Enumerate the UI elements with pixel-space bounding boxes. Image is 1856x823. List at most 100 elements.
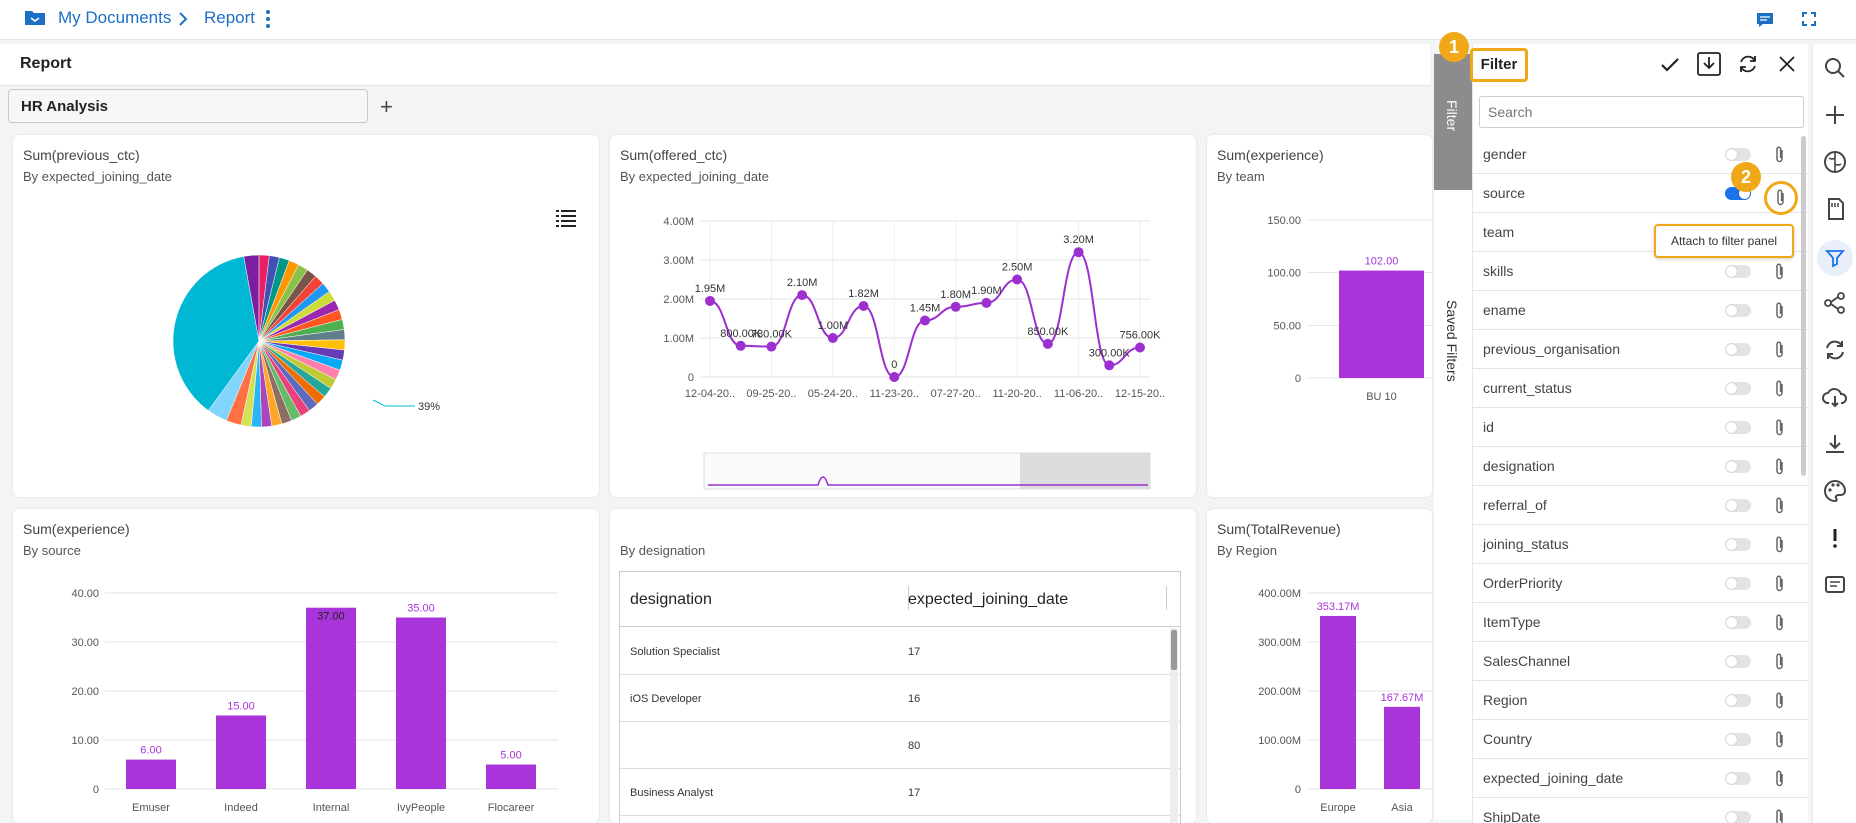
paperclip-icon[interactable] bbox=[1775, 614, 1785, 632]
filter-field-toggle[interactable] bbox=[1725, 304, 1751, 317]
table-scroll-thumb[interactable] bbox=[1171, 630, 1177, 670]
widget-table-designation[interactable]: By designation designation expected_join… bbox=[610, 509, 1196, 823]
widget-line-offered-ctc[interactable]: Sum(offered_ctc) By expected_joining_dat… bbox=[610, 135, 1196, 497]
widget-bar-region[interactable]: Sum(TotalRevenue) By Region 0 100.00M 200.… bbox=[1207, 509, 1432, 823]
table-row[interactable]: iOS Developer 16 bbox=[620, 675, 1180, 722]
widget-title: Sum(offered_ctc) bbox=[620, 147, 728, 163]
table-row[interactable]: Solution Specialist 17 bbox=[620, 628, 1180, 675]
filter-field-toggle[interactable] bbox=[1725, 148, 1751, 161]
palette-icon[interactable] bbox=[1821, 477, 1849, 505]
filter-rail-active[interactable] bbox=[1817, 240, 1853, 276]
alert-icon[interactable] bbox=[1821, 524, 1849, 552]
paperclip-icon[interactable] bbox=[1775, 341, 1785, 359]
filter-field-expected-joining-date[interactable]: expected_joining_date bbox=[1473, 759, 1809, 798]
filter-field-toggle[interactable] bbox=[1725, 616, 1751, 629]
more-options-icon[interactable] bbox=[264, 9, 272, 29]
brain-icon[interactable] bbox=[1821, 148, 1849, 176]
filter-field-joining-status[interactable]: joining_status bbox=[1473, 525, 1809, 564]
filter-panel-scrollbar[interactable] bbox=[1801, 136, 1806, 476]
filter-field-region[interactable]: Region bbox=[1473, 681, 1809, 720]
paperclip-icon[interactable] bbox=[1775, 692, 1785, 710]
table-row[interactable]: 80 bbox=[620, 722, 1180, 769]
paperclip-icon[interactable] bbox=[1775, 419, 1785, 437]
paperclip-icon[interactable] bbox=[1775, 458, 1785, 476]
comment-icon[interactable] bbox=[1756, 12, 1774, 28]
filter-field-toggle[interactable] bbox=[1725, 460, 1751, 473]
attach-highlight[interactable] bbox=[1764, 181, 1798, 215]
table-scrollbar[interactable] bbox=[1170, 628, 1178, 823]
filter-field-toggle[interactable] bbox=[1725, 499, 1751, 512]
filter-field-gender[interactable]: gender bbox=[1473, 135, 1809, 174]
filter-field-toggle[interactable] bbox=[1725, 655, 1751, 668]
paperclip-icon[interactable] bbox=[1775, 146, 1785, 164]
filter-field-toggle[interactable] bbox=[1725, 694, 1751, 707]
sd-card-icon[interactable] bbox=[1821, 195, 1849, 223]
filter-field-toggle[interactable] bbox=[1725, 733, 1751, 746]
filter-field-referral-of[interactable]: referral_of bbox=[1473, 486, 1809, 525]
breadcrumb-my-documents[interactable]: My Documents bbox=[58, 8, 172, 27]
widget-bar-source[interactable]: Sum(experience) By source 0 10.00 20.00 30.… bbox=[13, 509, 599, 823]
notes-icon[interactable] bbox=[1821, 571, 1849, 599]
bar bbox=[306, 607, 356, 789]
paperclip-icon[interactable] bbox=[1775, 770, 1785, 788]
filter-field-itemtype[interactable]: ItemType bbox=[1473, 603, 1809, 642]
paperclip-icon[interactable] bbox=[1775, 653, 1785, 671]
filter-field-toggle[interactable] bbox=[1725, 772, 1751, 785]
filter-field-orderpriority[interactable]: OrderPriority bbox=[1473, 564, 1809, 603]
paperclip-icon[interactable] bbox=[1775, 302, 1785, 320]
add-tab-button[interactable]: + bbox=[380, 94, 393, 119]
list-icon[interactable] bbox=[556, 209, 576, 227]
filter-field-toggle[interactable] bbox=[1725, 343, 1751, 356]
filter-field-toggle[interactable] bbox=[1725, 577, 1751, 590]
sync-icon[interactable] bbox=[1821, 336, 1849, 364]
paperclip-icon[interactable] bbox=[1775, 731, 1785, 749]
folder-icon[interactable] bbox=[24, 9, 46, 26]
column-header-designation[interactable]: designation bbox=[630, 591, 712, 608]
share-icon[interactable] bbox=[1821, 289, 1849, 317]
column-header-expected-joining-date[interactable]: expected_joining_date bbox=[908, 591, 1069, 608]
filter-field-previous-organisation[interactable]: previous_organisation bbox=[1473, 330, 1809, 369]
breadcrumb-report[interactable]: Report bbox=[204, 8, 256, 27]
filter-field-toggle[interactable] bbox=[1725, 382, 1751, 395]
widget-bar-team[interactable]: Sum(experience) By team 0 50.00 100.00 150.… bbox=[1207, 135, 1432, 497]
search-icon[interactable] bbox=[1821, 54, 1849, 82]
filter-field-toggle[interactable] bbox=[1725, 265, 1751, 278]
close-icon[interactable] bbox=[1779, 56, 1795, 72]
filter-field-shipdate[interactable]: ShipDate bbox=[1473, 798, 1809, 823]
column-divider[interactable] bbox=[908, 586, 909, 610]
table-row[interactable]: Business Analyst 17 bbox=[620, 769, 1180, 816]
paperclip-icon[interactable] bbox=[1775, 536, 1785, 554]
filter-field-toggle[interactable] bbox=[1725, 811, 1751, 823]
fullscreen-icon[interactable] bbox=[1802, 12, 1816, 26]
add-icon[interactable] bbox=[1821, 101, 1849, 129]
filter-field-current-status[interactable]: current_status bbox=[1473, 369, 1809, 408]
filter-search-input[interactable] bbox=[1479, 96, 1804, 128]
filter-field-team[interactable]: team bbox=[1473, 213, 1809, 252]
paperclip-icon[interactable] bbox=[1775, 380, 1785, 398]
widget-pie-previous-ctc[interactable]: Sum(previous_ctc) By expected_joining_da… bbox=[13, 135, 599, 497]
save-filter-icon[interactable] bbox=[1697, 52, 1721, 76]
cloud-download-icon[interactable] bbox=[1821, 383, 1849, 411]
cell-designation: Solution Specialist bbox=[630, 646, 720, 658]
filter-field-country[interactable]: Country bbox=[1473, 720, 1809, 759]
filter-field-toggle[interactable] bbox=[1725, 421, 1751, 434]
paperclip-icon[interactable] bbox=[1776, 189, 1786, 207]
refresh-icon[interactable] bbox=[1737, 53, 1759, 75]
apply-check-icon[interactable] bbox=[1661, 58, 1679, 72]
filter-field-id[interactable]: id bbox=[1473, 408, 1809, 447]
filter-field-skills[interactable]: skills bbox=[1473, 252, 1809, 291]
filter-icon[interactable] bbox=[1825, 248, 1845, 268]
paperclip-icon[interactable] bbox=[1775, 497, 1785, 515]
tab-hr-analysis[interactable]: HR Analysis bbox=[8, 89, 368, 123]
paperclip-icon[interactable] bbox=[1775, 809, 1785, 823]
paperclip-icon[interactable] bbox=[1775, 263, 1785, 281]
filter-field-designation[interactable]: designation bbox=[1473, 447, 1809, 486]
paperclip-icon[interactable] bbox=[1775, 575, 1785, 593]
download-icon[interactable] bbox=[1821, 430, 1849, 458]
side-tab-saved-filters[interactable]: Saved Filters bbox=[1434, 254, 1472, 384]
filter-field-saleschannel[interactable]: SalesChannel bbox=[1473, 642, 1809, 681]
filter-field-toggle[interactable] bbox=[1725, 538, 1751, 551]
filter-field-ename[interactable]: ename bbox=[1473, 291, 1809, 330]
filter-title[interactable]: Filter bbox=[1470, 48, 1528, 82]
side-tab-filter[interactable]: Filter bbox=[1434, 54, 1472, 190]
